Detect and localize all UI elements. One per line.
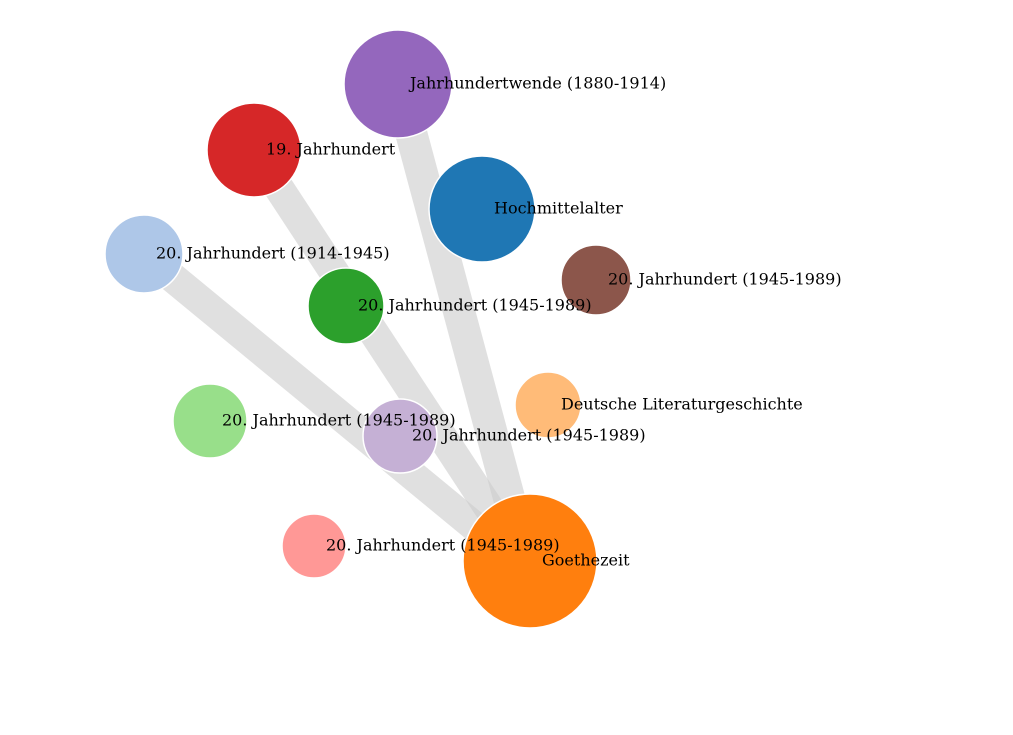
node-label: Deutsche Literaturgeschichte bbox=[561, 395, 803, 414]
node bbox=[462, 493, 598, 629]
link bbox=[241, 141, 513, 534]
node-label: 20. Jahrhundert (1945-1989) bbox=[326, 536, 560, 555]
node bbox=[560, 244, 632, 316]
node bbox=[104, 214, 184, 294]
links bbox=[134, 79, 531, 547]
node-label: 20. Jahrhundert (1945-1989) bbox=[358, 296, 592, 315]
node-label: Jahrhundertwende (1880-1914) bbox=[408, 74, 666, 93]
link bbox=[134, 242, 495, 547]
node-label: Hochmittelalter bbox=[494, 199, 623, 218]
node bbox=[362, 398, 438, 474]
node-label: Goethezeit bbox=[542, 551, 630, 570]
node-label: 20. Jahrhundert (1945-1989) bbox=[412, 426, 646, 445]
node bbox=[307, 267, 385, 345]
node bbox=[172, 383, 248, 459]
labels: Jahrhundertwende (1880-1914) 19. Jahrhun… bbox=[156, 74, 842, 570]
node bbox=[281, 513, 347, 579]
link bbox=[382, 79, 531, 525]
node-label: 20. Jahrhundert (1914-1945) bbox=[156, 244, 390, 263]
node bbox=[206, 102, 302, 198]
nodes bbox=[104, 29, 632, 629]
node bbox=[428, 155, 536, 263]
node bbox=[514, 371, 582, 439]
node bbox=[343, 29, 453, 139]
node-label: 19. Jahrhundert bbox=[266, 140, 396, 159]
node-label: 20. Jahrhundert (1945-1989) bbox=[608, 270, 842, 289]
node-label: 20. Jahrhundert (1945-1989) bbox=[222, 411, 456, 430]
